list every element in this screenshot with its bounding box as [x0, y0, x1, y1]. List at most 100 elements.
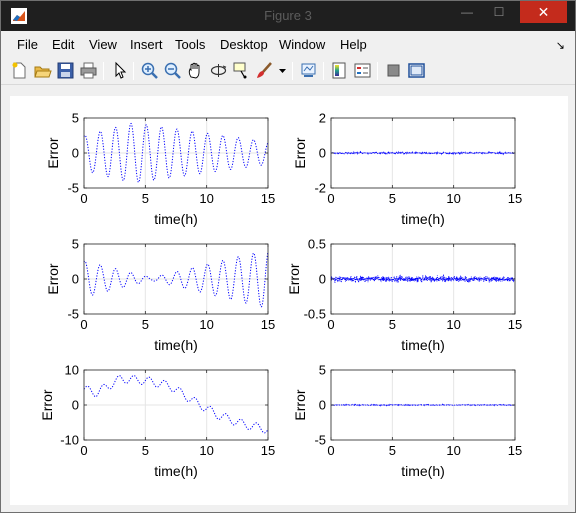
- x-tick-label: 15: [508, 443, 522, 458]
- y-tick-label: 0: [319, 272, 326, 287]
- y-tick-label: -0.5: [304, 307, 326, 322]
- y-tick-label: -5: [314, 433, 326, 448]
- x-tick-label: 0: [327, 443, 334, 458]
- print-icon[interactable]: [79, 61, 98, 80]
- x-tick-label: 10: [446, 317, 460, 332]
- y-tick-label: 0: [72, 272, 79, 287]
- figure-toolbar: [1, 58, 575, 85]
- minimize-button[interactable]: —: [461, 5, 473, 19]
- link-plot-icon[interactable]: [299, 61, 318, 80]
- y-tick-label: 0: [72, 398, 79, 413]
- x-axis-label: time(h): [401, 211, 445, 227]
- edit-plot-arrow-icon[interactable]: [110, 61, 129, 80]
- toolbar-separator: [103, 62, 104, 80]
- toolbar-separator: [133, 62, 134, 80]
- menu-insert[interactable]: Insert: [130, 37, 163, 52]
- x-tick-label: 0: [327, 317, 334, 332]
- new-figure-icon[interactable]: [10, 61, 29, 80]
- x-tick-label: 0: [80, 317, 87, 332]
- x-tick-label: 0: [80, 443, 87, 458]
- x-tick-label: 10: [446, 443, 460, 458]
- y-tick-label: 5: [72, 237, 79, 252]
- series-line-1: [83, 122, 269, 183]
- zoom-in-icon[interactable]: [140, 61, 159, 80]
- series-line-1: [330, 403, 516, 407]
- menu-view[interactable]: View: [89, 37, 117, 52]
- zoom-out-icon[interactable]: [163, 61, 182, 80]
- y-tick-label: 0: [72, 146, 79, 161]
- y-tick-label: -5: [67, 181, 79, 196]
- y-tick-label: -5: [67, 307, 79, 322]
- y-axis-label: Error: [292, 137, 308, 168]
- toolbar-separator: [292, 62, 293, 80]
- insert-legend-icon[interactable]: [353, 61, 372, 80]
- x-tick-label: 5: [142, 443, 149, 458]
- series-line-1: [83, 375, 269, 434]
- y-tick-label: 10: [65, 363, 79, 378]
- x-tick-label: 10: [199, 317, 213, 332]
- close-button[interactable]: ✕: [520, 1, 567, 23]
- x-tick-label: 0: [80, 191, 87, 206]
- toolbar-separator: [323, 62, 324, 80]
- y-tick-label: 0.5: [308, 237, 326, 252]
- menu-help[interactable]: Help: [340, 37, 367, 52]
- brush-icon[interactable]: [255, 61, 274, 80]
- x-axis-label: time(h): [401, 463, 445, 479]
- x-tick-label: 15: [261, 443, 275, 458]
- open-file-icon[interactable]: [33, 61, 52, 80]
- x-tick-label: 10: [199, 443, 213, 458]
- toolbar-separator: [377, 62, 378, 80]
- x-axis-label: time(h): [401, 337, 445, 353]
- data-cursor-icon[interactable]: [232, 61, 251, 80]
- pan-hand-icon[interactable]: [186, 61, 205, 80]
- y-axis-label: Error: [39, 389, 55, 420]
- show-plot-tools-icon[interactable]: [407, 61, 426, 80]
- y-tick-label: -2: [314, 181, 326, 196]
- save-icon[interactable]: [56, 61, 75, 80]
- menu-window[interactable]: Window: [279, 37, 326, 52]
- series-line-1: [330, 150, 516, 156]
- y-tick-label: 0: [319, 398, 326, 413]
- brush-dropdown-icon[interactable]: [278, 61, 287, 80]
- x-tick-label: 15: [261, 191, 275, 206]
- x-tick-label: 15: [508, 317, 522, 332]
- x-tick-label: 5: [142, 317, 149, 332]
- menu-edit[interactable]: Edit: [52, 37, 75, 52]
- menu-tools[interactable]: Tools: [175, 37, 206, 52]
- x-tick-label: 5: [389, 443, 396, 458]
- x-tick-label: 15: [508, 191, 522, 206]
- x-tick-label: 15: [261, 317, 275, 332]
- rotate-3d-icon[interactable]: [209, 61, 228, 80]
- x-tick-label: 10: [446, 191, 460, 206]
- x-axis-label: time(h): [154, 337, 198, 353]
- hide-plot-tools-icon[interactable]: [384, 61, 403, 80]
- x-axis-label: time(h): [154, 463, 198, 479]
- y-tick-label: 2: [319, 111, 326, 126]
- y-tick-label: 5: [319, 363, 326, 378]
- figure-canvas: 0 5 10 15 5 0 -5 time(h) Error 0 5 10 15 2 0 -2 time(h) E…: [10, 96, 568, 505]
- window-title: Figure 3: [264, 8, 312, 23]
- y-axis-label: Error: [45, 263, 61, 294]
- title-bar[interactable]: Figure 3 — ☐ ✕: [1, 1, 575, 31]
- x-tick-label: 10: [199, 191, 213, 206]
- y-axis-label: Error: [45, 137, 61, 168]
- x-tick-label: 0: [327, 191, 334, 206]
- y-axis-label: Error: [286, 263, 302, 294]
- menu-bar: File Edit View Insert Tools Desktop Wind…: [1, 31, 575, 58]
- dock-arrow-icon[interactable]: ↘: [555, 40, 565, 52]
- menu-desktop[interactable]: Desktop: [220, 37, 268, 52]
- series-line-1: [330, 273, 516, 284]
- x-tick-label: 5: [142, 191, 149, 206]
- y-axis-label: Error: [292, 389, 308, 420]
- insert-colorbar-icon[interactable]: [330, 61, 349, 80]
- y-tick-label: -10: [60, 433, 79, 448]
- menu-file[interactable]: File: [17, 37, 38, 52]
- maximize-button[interactable]: ☐: [493, 5, 505, 19]
- matlab-app-icon: [11, 8, 27, 24]
